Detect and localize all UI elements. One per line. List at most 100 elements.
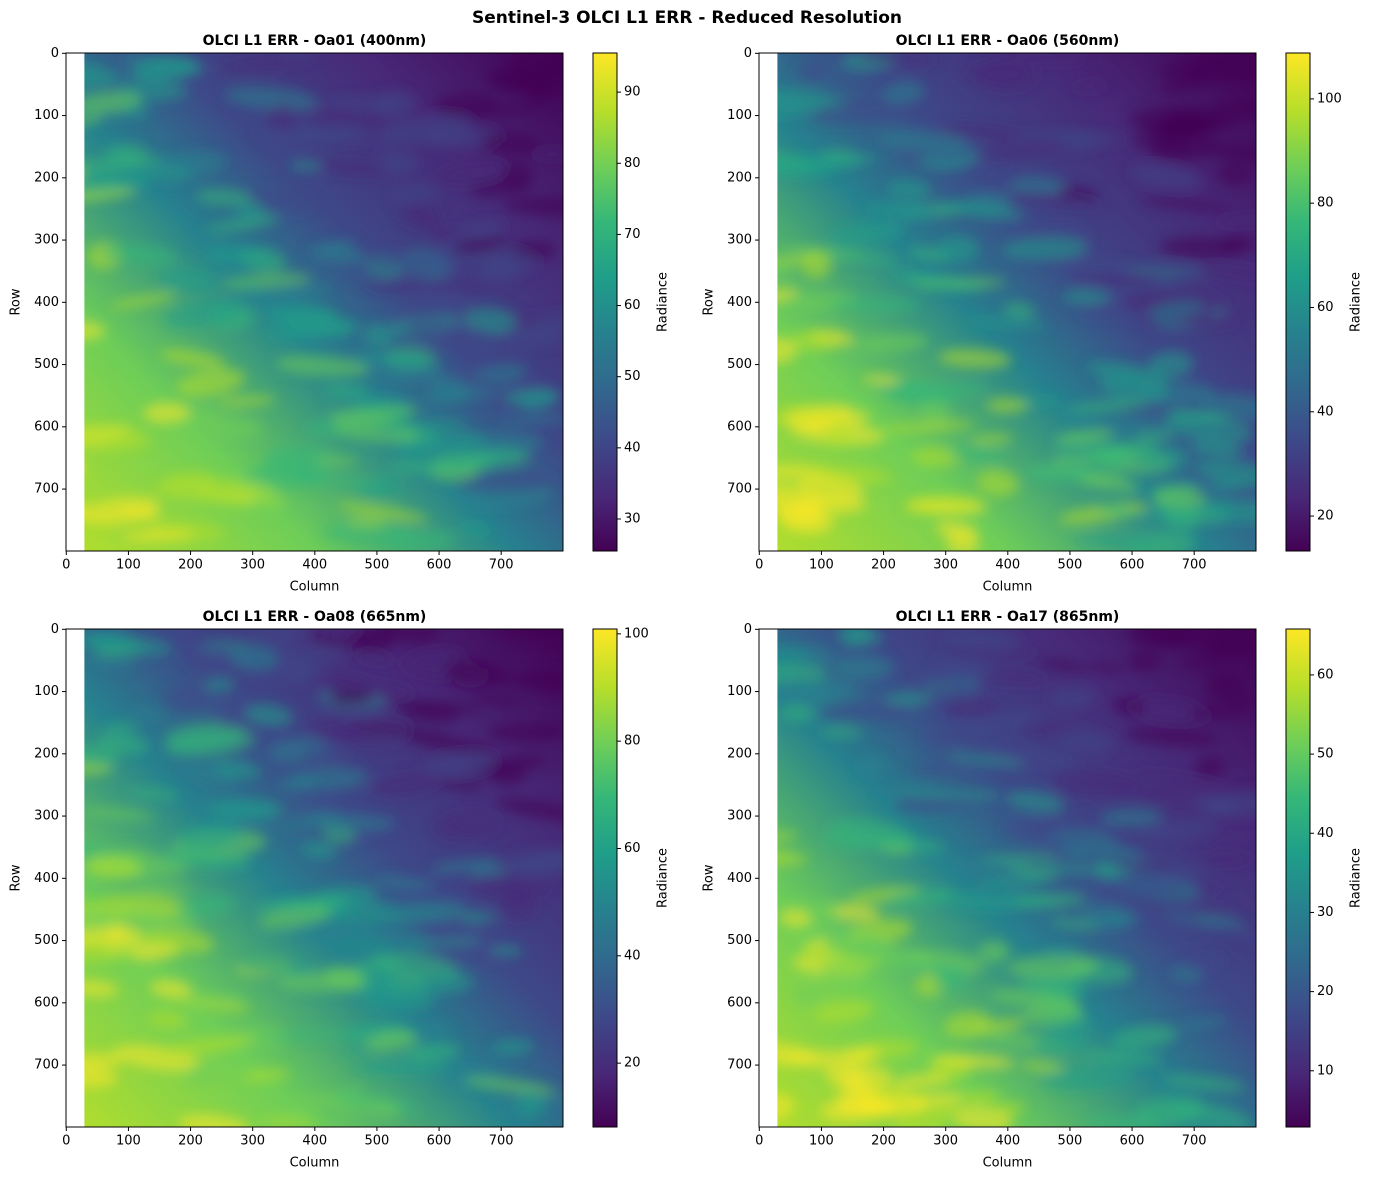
texture [1152,487,1206,509]
texture [327,688,374,707]
texture [886,888,954,907]
texture [126,788,179,799]
texture [914,383,988,398]
texture [1018,396,1063,406]
texture [93,893,191,920]
texture [1197,393,1256,422]
texture [1046,131,1123,145]
texture [1050,687,1098,708]
nodata-strip [759,629,778,1127]
texture [476,262,521,285]
texture [1064,398,1149,414]
texture [254,126,322,146]
texture [820,931,896,960]
texture [276,970,377,993]
texture [360,967,395,992]
texture [937,200,1025,220]
texture [1041,1065,1132,1090]
texture [161,849,252,869]
texture [362,254,462,272]
texture [388,185,441,203]
texture [971,434,1014,445]
texture [978,940,1010,963]
texture [402,703,460,724]
texture [469,874,550,901]
x-tick-label: 200 [178,1134,203,1149]
texture [153,481,231,503]
texture [164,300,243,328]
texture [433,92,499,118]
image [66,629,563,1127]
texture [500,892,537,921]
colorbar-tick-label: 50 [624,369,641,384]
texture [837,629,873,647]
texture [1054,428,1114,447]
texture [1061,289,1110,305]
x-tick-label: 700 [489,558,514,573]
texture [486,723,561,743]
texture [374,876,436,890]
texture [129,707,167,721]
colorbar-label: Radiance [1349,848,1364,908]
y-tick-label: 700 [727,482,752,497]
texture [985,397,1029,414]
texture [1128,651,1162,672]
texture [780,508,835,534]
texture [1014,893,1086,908]
texture [797,61,829,81]
texture [892,382,929,403]
texture [1099,807,1163,828]
texture [892,1073,951,1089]
colorbar-label: Radiance [656,272,671,332]
texture [975,140,1069,160]
colorbar [592,52,618,552]
texture [87,655,137,668]
texture [984,746,1082,766]
colorbar [592,628,618,1128]
colorbar-tick-label: 60 [624,298,641,313]
texture [371,951,460,982]
texture [1141,122,1222,136]
texture [266,104,299,131]
texture [324,385,370,398]
image [66,53,563,551]
texture [149,979,193,998]
texture [1002,237,1089,261]
texture [265,304,338,326]
texture [447,661,508,689]
texture [779,705,815,722]
texture [1180,653,1234,668]
texture [437,779,487,791]
x-tick-label: 100 [116,558,141,573]
texture [819,956,877,979]
y-axis-label: Row [9,288,24,315]
texture [978,875,1048,889]
x-tick-label: 400 [995,1134,1020,1149]
x-tick-label: 500 [365,1134,390,1149]
y-axis-label: Row [702,864,717,891]
texture [501,161,534,188]
texture [1235,935,1256,946]
y-tick-label: 0 [744,46,752,61]
texture [813,999,875,1024]
texture [1191,439,1244,459]
chart-title: OLCI L1 ERR - Oa01 (400nm) [203,33,427,49]
texture [938,348,1012,369]
texture [176,368,245,397]
texture [1100,868,1190,898]
y-tick-label: 300 [727,809,752,824]
texture [1138,198,1232,211]
texture [312,455,358,466]
x-tick-label: 300 [240,1134,265,1149]
y-tick-label: 400 [34,871,59,886]
texture [503,388,561,407]
texture [291,475,386,488]
y-tick-label: 600 [34,995,59,1010]
texture [1114,856,1181,866]
texture [1129,629,1162,636]
texture [936,123,1024,140]
y-tick-label: 0 [744,622,752,637]
texture [1206,500,1256,524]
texture [208,799,282,820]
